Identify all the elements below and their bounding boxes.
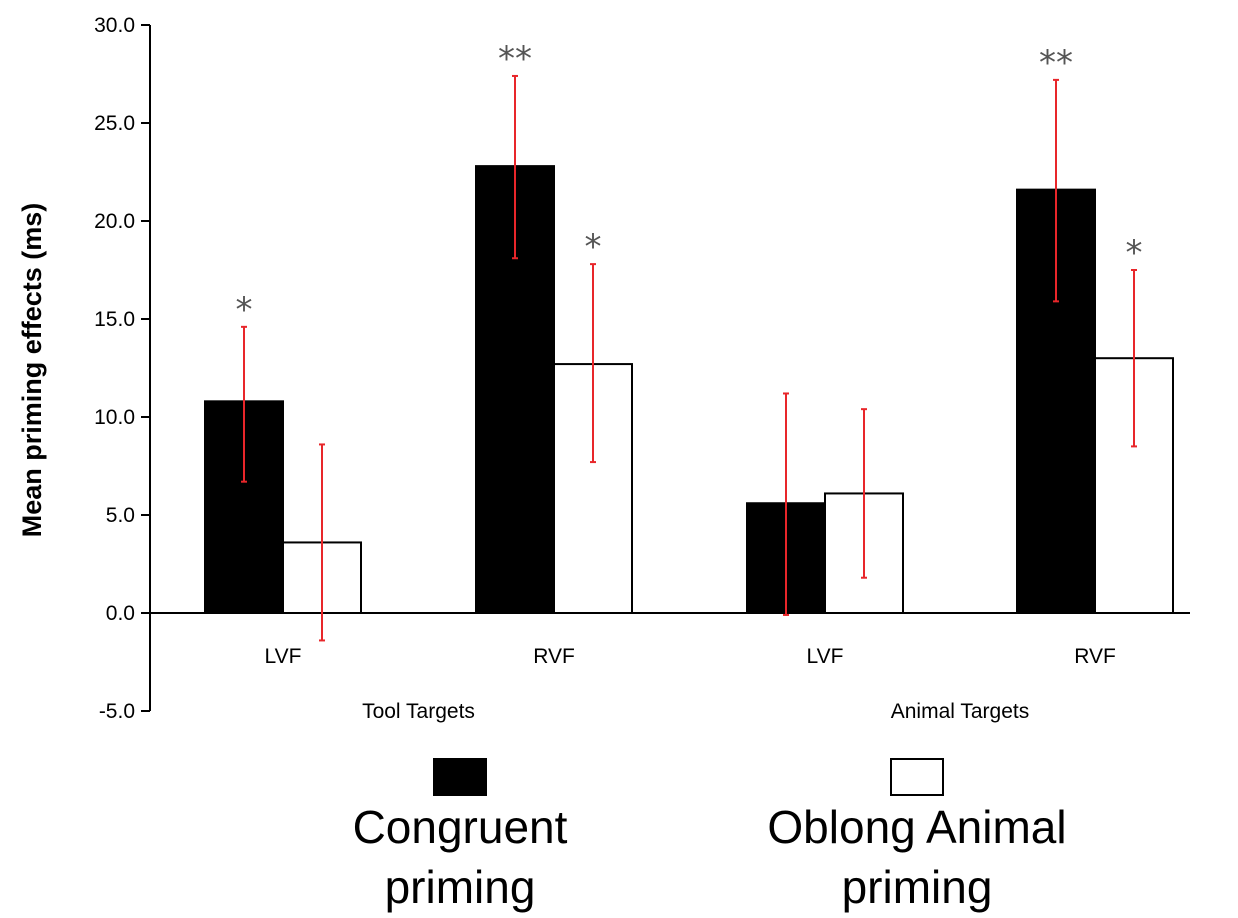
- significance-marker: *: [1126, 233, 1143, 273]
- significance-marker: **: [1039, 43, 1073, 83]
- legend-label: priming: [842, 861, 993, 913]
- legend-label: Oblong Animal: [767, 801, 1066, 853]
- y-tick-label: -5.0: [99, 700, 135, 723]
- y-tick-label: 15.0: [94, 308, 135, 331]
- legend-swatch: [433, 758, 487, 796]
- y-tick-label: 20.0: [94, 210, 135, 233]
- x-category-label: RVF: [533, 645, 575, 668]
- legend: Congruent priming Oblong Animal priming: [353, 758, 1067, 913]
- significance-marker: **: [498, 39, 532, 79]
- y-tick-label: 30.0: [94, 14, 135, 37]
- x-group-label: Animal Targets: [891, 700, 1030, 723]
- x-group-label: Tool Targets: [362, 700, 475, 723]
- error-bars: [241, 74, 1137, 642]
- y-tick-label: 10.0: [94, 406, 135, 429]
- y-tick-label: 25.0: [94, 112, 135, 135]
- x-axis-labels: LVF RVF LVF RVF Tool Targets Animal Targets: [265, 645, 1116, 723]
- significance-marker: *: [236, 290, 253, 330]
- legend-label: priming: [385, 861, 536, 913]
- significance-marker: *: [585, 227, 602, 267]
- significance-markers: *** *** *: [236, 39, 1143, 330]
- x-category-label: LVF: [807, 645, 844, 668]
- legend-label: Congruent: [353, 801, 568, 853]
- x-category-label: LVF: [265, 645, 302, 668]
- bars: [204, 165, 1174, 615]
- y-tick-label: 0.0: [106, 602, 135, 625]
- y-axis-title: Mean priming effects (ms): [17, 203, 47, 538]
- legend-swatch: [890, 758, 944, 796]
- y-tick-label: 5.0: [106, 504, 135, 527]
- x-category-label: RVF: [1074, 645, 1116, 668]
